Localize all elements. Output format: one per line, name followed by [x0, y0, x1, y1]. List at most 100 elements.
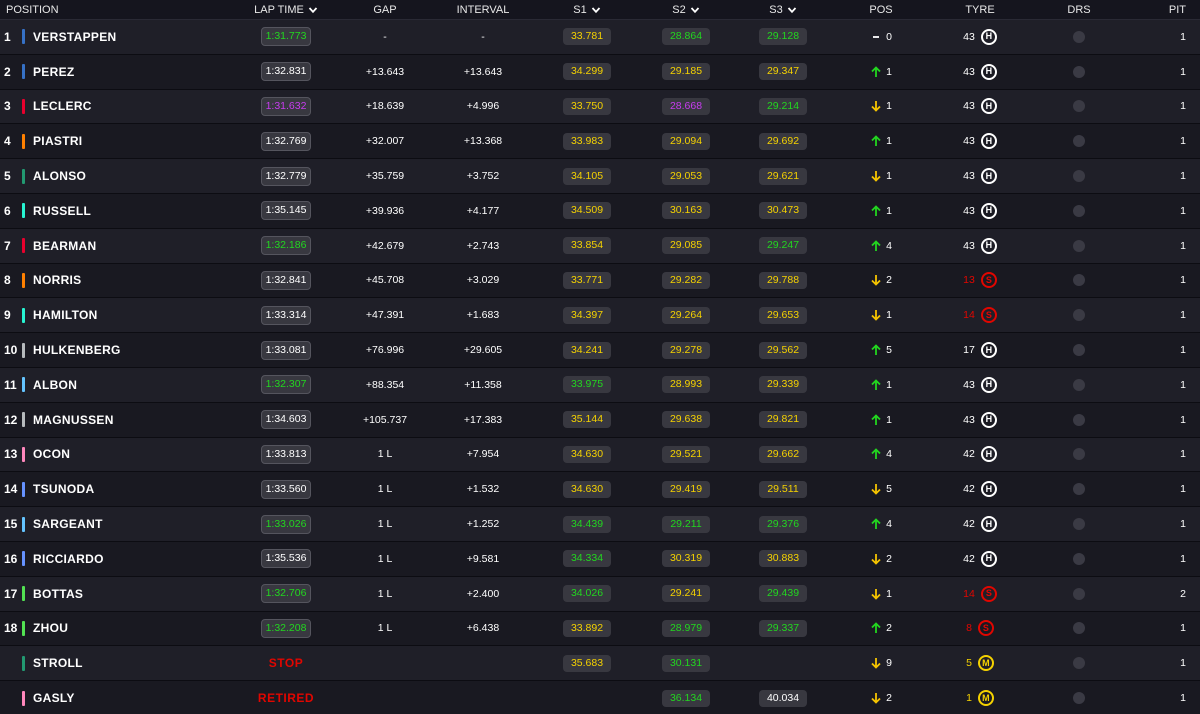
driver-cell[interactable]: BOTTAS: [22, 577, 232, 611]
drs-indicator: [1073, 483, 1085, 496]
s3-time: 29.128: [759, 28, 807, 46]
driver-cell[interactable]: BEARMAN: [22, 229, 232, 263]
lap-time: 1:32.706: [260, 584, 312, 604]
tyre-cell: 43 H: [930, 20, 1030, 54]
driver-cell[interactable]: NORRIS: [22, 264, 232, 298]
driver-name: ALONSO: [33, 169, 87, 184]
table-row[interactable]: 16 RICCIARDO 1:35.536 1 L +9.581 34.334 30.319…: [0, 541, 1200, 577]
driver-cell[interactable]: ALBON: [22, 368, 232, 402]
tyre-hard-icon: H: [980, 376, 997, 393]
driver-cell[interactable]: OCON: [22, 438, 232, 472]
position-change: 4: [832, 229, 930, 263]
driver-cell[interactable]: SARGEANT: [22, 507, 232, 541]
table-row[interactable]: 4 PIASTRI 1:32.769 +32.007 +13.368 33.983 29.0…: [0, 124, 1200, 160]
driver-cell[interactable]: GASLY: [22, 681, 232, 714]
drs-cell: [1030, 368, 1128, 402]
table-row[interactable]: 6 RUSSELL 1:35.145 +39.936 +4.177 34.509 30.16…: [0, 193, 1200, 229]
table-row[interactable]: 14 TSUNODA 1:33.560 1 L +1.532 34.630 29.419 29…: [0, 472, 1200, 508]
header-pos[interactable]: POS: [869, 3, 893, 16]
header-tyre[interactable]: TYRE: [965, 3, 995, 16]
drs-indicator: [1073, 518, 1085, 531]
s1-time: 33.975: [563, 376, 611, 394]
s1-time: 34.630: [563, 445, 611, 463]
lap-time-cell: 1:32.831: [232, 55, 340, 89]
header-s1[interactable]: S1: [536, 0, 638, 19]
driver-cell[interactable]: LECLERC: [22, 90, 232, 124]
s3-cell: 29.511: [734, 472, 832, 506]
header-s2[interactable]: S2: [638, 0, 734, 19]
tyre-wrap: 14 S: [963, 585, 997, 602]
pit-count: 1: [1180, 30, 1186, 43]
table-row[interactable]: 15 SARGEANT 1:33.026 1 L +1.252 34.439 29.211 2…: [0, 507, 1200, 542]
table-row[interactable]: 11 ALBON 1:32.307 +88.354 +11.358 33.975 28.99…: [0, 367, 1200, 403]
tyre-hard-icon: H: [980, 237, 997, 254]
tyre-laps: 13: [963, 274, 975, 287]
interval-value: +9.581: [466, 552, 500, 565]
position-change: 1: [832, 90, 930, 124]
table-row[interactable]: 7 BEARMAN 1:32.186 +42.679 +2.743 33.854 29.08…: [0, 228, 1200, 264]
driver-cell[interactable]: ZHOU: [22, 612, 232, 646]
header-gap[interactable]: GAP: [373, 3, 397, 16]
table-row[interactable]: 10 HULKENBERG 1:33.081 +76.996 +29.605 34.241…: [0, 333, 1200, 368]
header-interval[interactable]: INTERVAL: [456, 3, 510, 16]
driver-name: GASLY: [33, 691, 75, 706]
drs-cell: [1030, 542, 1128, 576]
pit-count: 1: [1180, 692, 1186, 705]
driver-cell[interactable]: PIASTRI: [22, 124, 232, 158]
s2-time: 29.638: [662, 411, 710, 429]
position-number: 4: [4, 134, 11, 149]
lap-time: 1:31.632: [260, 96, 312, 116]
tyre-laps: 43: [963, 204, 975, 217]
table-row[interactable]: 1 VERSTAPPEN 1:31.773 - - 33.781 28.864 29.128 0…: [0, 20, 1200, 55]
driver-cell[interactable]: RICCIARDO: [22, 542, 232, 576]
position-number: 18: [4, 621, 18, 636]
s1-cell: 33.781: [536, 20, 638, 54]
table-row[interactable]: 2 PEREZ 1:32.831 +13.643 +13.643 34.299 29.185…: [0, 54, 1200, 90]
driver-cell[interactable]: MAGNUSSEN: [22, 403, 232, 437]
tyre-cell: 43 H: [930, 90, 1030, 124]
position-change-count: 1: [886, 170, 892, 183]
driver-cell[interactable]: STROLL: [22, 646, 232, 680]
table-row[interactable]: 3 LECLERC 1:31.632 +18.639 +4.996 33.750 28.66…: [0, 89, 1200, 125]
driver-cell[interactable]: VERSTAPPEN: [22, 20, 232, 54]
driver-name: ZHOU: [33, 621, 69, 636]
s2-time: 29.419: [662, 480, 710, 498]
position-number: 12: [4, 412, 18, 427]
header-pit[interactable]: PIT: [1168, 3, 1186, 16]
driver-cell[interactable]: TSUNODA: [22, 472, 232, 506]
table-row[interactable]: STROLL STOP 35.683 30.131 9 5 M 1: [0, 646, 1200, 682]
lap-time-cell: 1:32.208: [232, 612, 340, 646]
team-color-bar: [22, 516, 25, 532]
interval-value: +3.752: [466, 170, 500, 183]
tyre-laps: 42: [963, 483, 975, 496]
tyre-laps: 43: [963, 135, 975, 148]
driver-cell[interactable]: HULKENBERG: [22, 333, 232, 367]
table-row[interactable]: 5 ALONSO 1:32.779 +35.759 +3.752 34.105 29.053…: [0, 159, 1200, 194]
lap-time: 1:35.536: [260, 549, 312, 569]
driver-cell[interactable]: ALONSO: [22, 159, 232, 193]
tyre-hard-icon: H: [980, 411, 997, 428]
lap-time: 1:31.773: [260, 27, 312, 47]
driver-cell[interactable]: PEREZ: [22, 55, 232, 89]
position-change-count: 1: [886, 378, 892, 391]
table-row[interactable]: 9 HAMILTON 1:33.314 +47.391 +1.683 34.397 29.2…: [0, 298, 1200, 334]
driver-name: VERSTAPPEN: [33, 29, 117, 44]
driver-cell[interactable]: RUSSELL: [22, 194, 232, 228]
position-change: 5: [832, 333, 930, 367]
table-row[interactable]: 18 ZHOU 1:32.208 1 L +6.438 33.892 28.979 29.33…: [0, 611, 1200, 647]
s3-time: 29.621: [759, 167, 807, 185]
table-row[interactable]: 17 BOTTAS 1:32.706 1 L +2.400 34.026 29.241 29.…: [0, 576, 1200, 612]
tyre-wrap: 43 H: [963, 237, 997, 254]
pit-count: 1: [1180, 483, 1186, 496]
table-row[interactable]: 13 OCON 1:33.813 1 L +7.954 34.630 29.521 29.66…: [0, 437, 1200, 473]
header-lap-time[interactable]: LAP TIME: [232, 0, 340, 19]
header-position[interactable]: POSITION: [6, 3, 59, 16]
table-row[interactable]: 8 NORRIS 1:32.841 +45.708 +3.029 33.771 29.282…: [0, 263, 1200, 299]
table-row[interactable]: GASLY RETIRED 36.134 40.034 2 1 M 1: [0, 681, 1200, 714]
header-drs[interactable]: DRS: [1067, 3, 1091, 16]
header-s3[interactable]: S3: [734, 0, 832, 19]
driver-cell[interactable]: HAMILTON: [22, 298, 232, 332]
s3-time: 29.821: [759, 411, 807, 429]
table-row[interactable]: 12 MAGNUSSEN 1:34.603 +105.737 +17.383 35.144…: [0, 402, 1200, 438]
position-change-count: 4: [886, 239, 892, 252]
